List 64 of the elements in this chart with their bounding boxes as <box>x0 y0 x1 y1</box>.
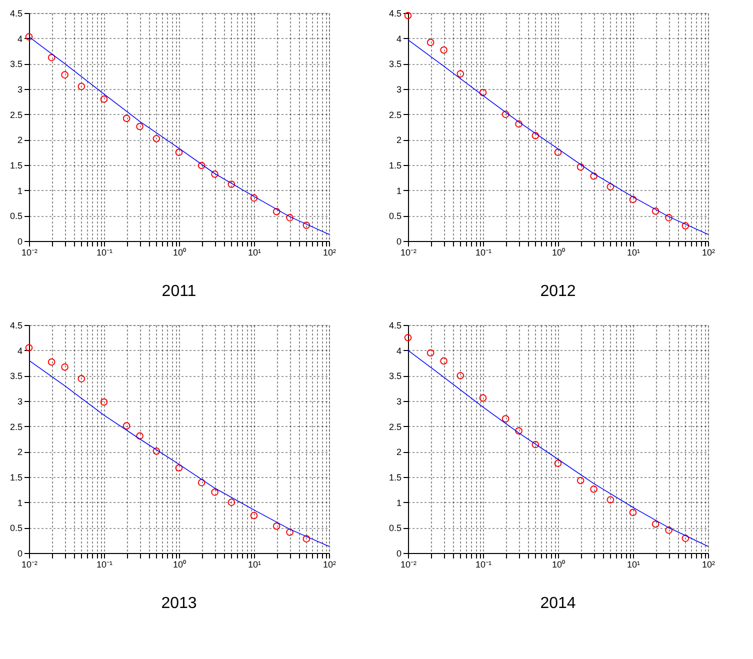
y-tick-label: 4.5 <box>10 8 22 18</box>
y-tick-label: 2 <box>396 447 402 458</box>
x-tick-label: 10⁰ <box>172 560 186 570</box>
y-tick-label: 4 <box>396 34 402 44</box>
y-tick-label: 1 <box>17 498 22 508</box>
y-tick-label: 4 <box>396 346 402 356</box>
y-tick-label: 4 <box>17 346 22 356</box>
y-tick-label: 2.5 <box>388 110 402 120</box>
y-tick-label: 3.5 <box>388 59 402 70</box>
x-tick-label: 10² <box>322 560 336 570</box>
x-tick-label: 10⁻² <box>400 560 417 570</box>
x-tick-label: 10⁻² <box>400 248 417 258</box>
y-tick-label: 0.5 <box>388 211 402 222</box>
text: 2013 <box>161 595 197 612</box>
y-tick-label: 2.5 <box>10 422 22 432</box>
x-tick-label: 10² <box>322 248 336 258</box>
y-tick-label: 3.5 <box>388 371 402 382</box>
y-tick-label: 3 <box>396 396 402 406</box>
y-tick-label: 2.5 <box>388 422 402 432</box>
y-tick-label: 4.5 <box>388 320 402 330</box>
x-tick-label: 10⁻² <box>21 560 38 570</box>
x-tick-label: 10¹ <box>626 560 640 570</box>
x-tick-label: 10⁻¹ <box>96 560 113 570</box>
x-tick-label: 10⁰ <box>552 560 566 570</box>
y-tick-label: 3 <box>396 84 402 94</box>
text: 2012 <box>540 283 576 300</box>
y-tick-label: 0.5 <box>10 523 22 534</box>
y-tick-label: 1.5 <box>388 472 402 482</box>
x-tick-label: 10² <box>702 560 716 570</box>
x-tick-label: 10⁻² <box>21 248 38 258</box>
y-tick-label: 1.5 <box>10 160 22 170</box>
y-tick-label: 0 <box>17 236 22 246</box>
y-tick-label: 3.5 <box>10 59 22 70</box>
y-tick-label: 0 <box>17 548 22 558</box>
y-tick-label: 4.5 <box>10 320 22 330</box>
y-tick-label: 3 <box>17 396 22 406</box>
text: 2014 <box>540 595 576 612</box>
y-tick-label: 0.5 <box>10 211 22 222</box>
x-tick-label: 10⁻¹ <box>475 560 492 570</box>
x-tick-label: 10¹ <box>248 248 262 258</box>
y-tick-label: 4 <box>17 34 22 44</box>
text: 2011 <box>162 283 196 300</box>
x-tick-label: 10² <box>702 248 716 258</box>
y-tick-label: 2.5 <box>10 110 22 120</box>
y-tick-label: 2 <box>17 135 22 146</box>
y-tick-label: 0 <box>396 548 402 558</box>
y-tick-label: 3 <box>17 84 22 94</box>
y-tick-label: 2 <box>17 447 22 458</box>
y-tick-label: 1.5 <box>388 160 402 170</box>
x-tick-label: 10⁻¹ <box>475 248 492 258</box>
y-tick-label: 2 <box>396 135 402 146</box>
x-tick-label: 10⁰ <box>172 248 186 258</box>
x-tick-label: 10¹ <box>626 248 640 258</box>
y-tick-label: 4.5 <box>388 8 402 18</box>
y-tick-label: 0.5 <box>388 523 402 534</box>
y-tick-label: 0 <box>396 236 402 246</box>
x-tick-label: 10⁰ <box>552 248 566 258</box>
y-tick-label: 1 <box>17 186 22 196</box>
x-tick-label: 10¹ <box>248 560 262 570</box>
y-tick-label: 1 <box>396 186 402 196</box>
x-tick-label: 10⁻¹ <box>96 248 113 258</box>
y-tick-label: 3.5 <box>10 371 22 382</box>
y-tick-label: 1 <box>396 498 402 508</box>
y-tick-label: 1.5 <box>10 472 22 482</box>
